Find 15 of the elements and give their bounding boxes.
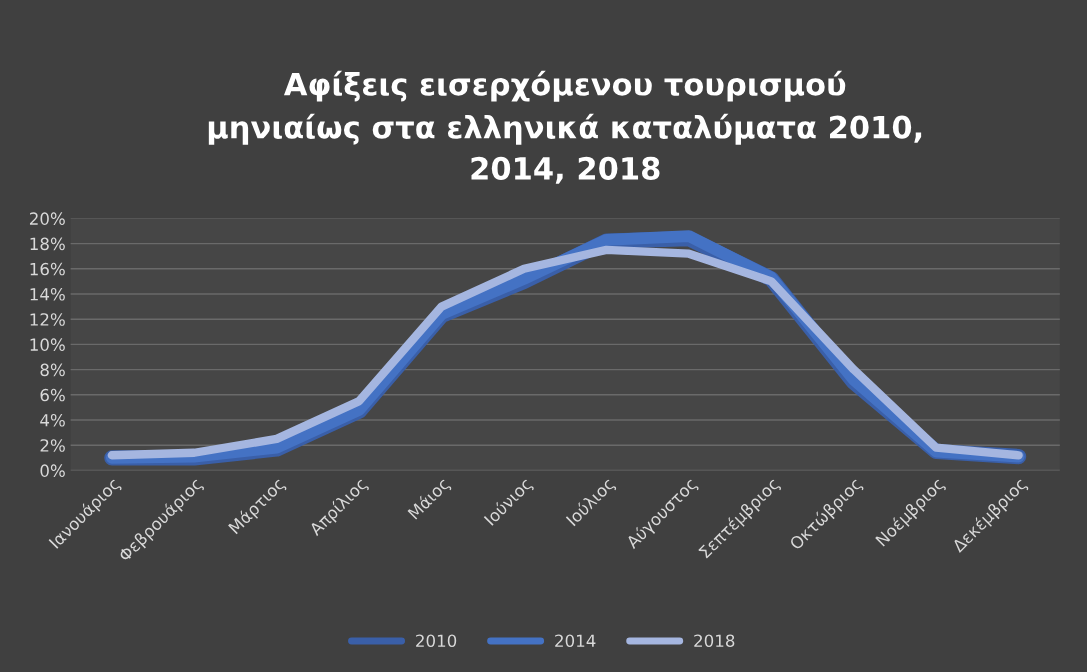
y-tick-label: 8%: [40, 363, 65, 377]
y-tick-label: 6%: [40, 388, 65, 402]
legend-label: 2010: [416, 634, 457, 648]
y-tick-label: 4%: [40, 413, 65, 427]
y-tick-label: 18%: [30, 237, 65, 251]
y-tick-label: 0%: [40, 464, 65, 477]
chart-title: Αφίξεις εισερχόμενου τουρισμού μηνιαίως στα ελληνικά καταλύματα 2010, 2014, 2018: [208, 70, 922, 184]
y-tick-label: 12%: [30, 313, 65, 326]
y-tick-label: 16%: [30, 262, 65, 276]
y-tick-label: 10%: [30, 338, 65, 351]
legend-label: 2018: [694, 634, 735, 648]
y-tick-label: 2%: [40, 439, 65, 452]
y-tick-label: 20%: [29, 212, 65, 225]
legend-label: 2014: [555, 634, 596, 648]
y-tick-label: 14%: [30, 287, 65, 301]
